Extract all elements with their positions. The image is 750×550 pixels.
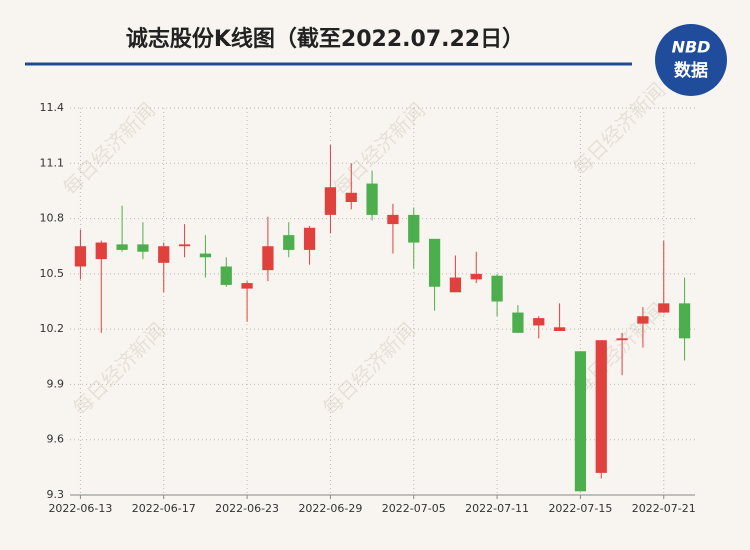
y-tick-label: 11.4 bbox=[40, 101, 65, 114]
candle-body bbox=[158, 246, 170, 263]
candle-body bbox=[616, 338, 628, 341]
candle-body bbox=[178, 244, 191, 247]
chart-title: 诚志股份K线图（截至2022.07.22日） bbox=[126, 26, 524, 52]
candle-body bbox=[428, 238, 441, 287]
candle-body bbox=[345, 192, 357, 202]
y-tick-label: 9.6 bbox=[47, 433, 65, 446]
candle-body bbox=[512, 312, 524, 333]
y-tick-label: 10.5 bbox=[40, 267, 65, 280]
y-tick-label: 9.9 bbox=[47, 377, 65, 390]
candle-body bbox=[303, 227, 316, 250]
candle-body bbox=[220, 266, 232, 285]
candle-body bbox=[491, 275, 503, 302]
logo bbox=[655, 24, 727, 96]
y-tick-label: 10.8 bbox=[40, 212, 65, 225]
candle-body bbox=[574, 351, 587, 492]
candle-body bbox=[74, 246, 87, 267]
candle-body bbox=[595, 340, 607, 473]
x-tick-label: 2022-07-11 bbox=[465, 502, 529, 515]
candle-body bbox=[449, 277, 462, 293]
candle-body bbox=[408, 214, 420, 243]
logo-top: NBD bbox=[672, 38, 711, 57]
x-tick-label: 2022-06-17 bbox=[132, 502, 196, 515]
candle-body bbox=[553, 327, 566, 331]
candle-body bbox=[95, 242, 107, 260]
candle-body bbox=[387, 214, 399, 225]
candle-body bbox=[137, 244, 149, 252]
candle-body bbox=[658, 303, 670, 313]
candle-body bbox=[533, 318, 545, 326]
candle-body bbox=[470, 273, 482, 280]
candle-body bbox=[116, 244, 128, 250]
x-tick-label: 2022-06-13 bbox=[48, 502, 112, 515]
candle-body bbox=[262, 246, 274, 271]
candle-body bbox=[678, 303, 691, 339]
y-tick-label: 10.2 bbox=[40, 322, 65, 335]
candle-body bbox=[199, 253, 212, 258]
candle-body bbox=[283, 235, 295, 250]
candle-body bbox=[241, 283, 253, 289]
y-tick-label: 9.3 bbox=[47, 488, 65, 501]
candle-body bbox=[637, 316, 649, 324]
candle-body bbox=[366, 183, 378, 215]
x-tick-label: 2022-06-23 bbox=[215, 502, 279, 515]
x-tick-label: 2022-06-29 bbox=[298, 502, 362, 515]
x-tick-label: 2022-07-21 bbox=[632, 502, 696, 515]
candle-body bbox=[324, 187, 337, 215]
x-tick-label: 2022-07-15 bbox=[548, 502, 612, 515]
x-tick-label: 2022-07-05 bbox=[382, 502, 446, 515]
y-tick-label: 11.1 bbox=[40, 156, 65, 169]
logo-bottom: 数据 bbox=[674, 60, 708, 81]
